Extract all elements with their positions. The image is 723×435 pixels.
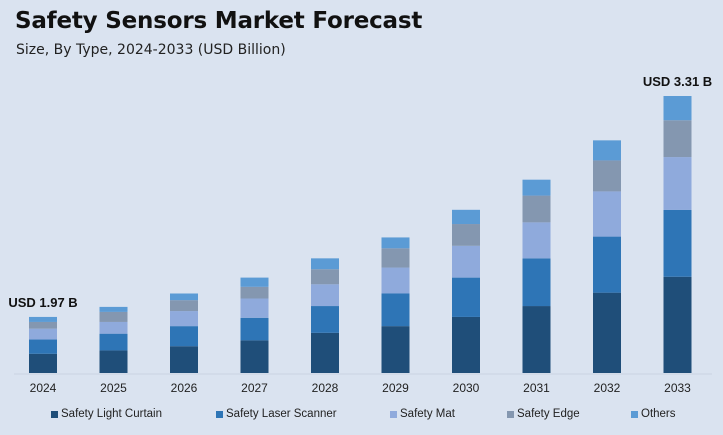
bar-segment-others-2026 bbox=[170, 293, 198, 301]
chart-title: Safety Sensors Market Forecast bbox=[15, 8, 423, 34]
bar-segment-safety-edge-2026 bbox=[170, 300, 198, 312]
bar-stack-2031 bbox=[522, 179, 551, 373]
legend-label: Safety Mat bbox=[400, 408, 455, 420]
bar-segment-safety-mat-2025 bbox=[99, 321, 128, 334]
legend-swatch bbox=[507, 410, 514, 418]
bar-segment-safety-laser-scanner-2031 bbox=[522, 258, 551, 307]
bar-segment-safety-light-curtain-2030 bbox=[452, 316, 480, 373]
bar-segment-safety-laser-scanner-2026 bbox=[170, 326, 198, 347]
total-annotation-2024: USD 1.97 B bbox=[8, 295, 77, 310]
x-tick-label: 2025 bbox=[100, 381, 127, 395]
bar-segment-safety-mat-2024 bbox=[29, 328, 57, 340]
legend-item-safety-laser-scanner: Safety Laser Scanner bbox=[216, 408, 337, 420]
legend-item-safety-mat: Safety Mat bbox=[390, 408, 455, 420]
bar-stack-2025 bbox=[99, 306, 128, 373]
chart-subtitle: Size, By Type, 2024-2033 (USD Billion) bbox=[16, 42, 286, 58]
legend-label: Safety Laser Scanner bbox=[226, 408, 337, 420]
total-annotation-2033: USD 3.31 B bbox=[643, 74, 712, 89]
bar-segment-safety-mat-2032 bbox=[593, 191, 621, 237]
bar-segment-safety-light-curtain-2024 bbox=[29, 353, 57, 373]
bar-stack-2030 bbox=[452, 209, 480, 373]
bar-segment-safety-laser-scanner-2027 bbox=[240, 317, 269, 341]
legend-item-others: Others bbox=[631, 408, 676, 420]
bar-segment-safety-edge-2024 bbox=[29, 321, 57, 329]
x-tick-label: 2026 bbox=[171, 381, 198, 395]
bar-segment-others-2030 bbox=[452, 209, 480, 225]
bar-segment-safety-edge-2032 bbox=[593, 160, 621, 192]
bar-segment-others-2029 bbox=[381, 237, 410, 249]
bar-stack-2032 bbox=[593, 140, 621, 373]
bar-segment-others-2027 bbox=[240, 277, 269, 287]
bar-segment-safety-mat-2026 bbox=[170, 311, 198, 327]
legend-swatch bbox=[216, 410, 223, 418]
bar-segment-safety-mat-2029 bbox=[381, 267, 410, 294]
legend-item-safety-edge: Safety Edge bbox=[507, 408, 580, 420]
bar-segment-safety-light-curtain-2029 bbox=[381, 326, 410, 373]
bar-segment-safety-edge-2028 bbox=[311, 269, 339, 285]
bar-segment-safety-laser-scanner-2033 bbox=[663, 209, 692, 277]
bar-stack-2028 bbox=[311, 258, 339, 373]
bar-segment-safety-light-curtain-2027 bbox=[240, 340, 269, 373]
x-tick-label: 2033 bbox=[664, 381, 691, 395]
bar-segment-safety-mat-2027 bbox=[240, 298, 269, 318]
legend-swatch bbox=[631, 410, 638, 418]
annotations: USD 1.97 B USD 3.31 B bbox=[8, 74, 712, 310]
x-tick-label: 2032 bbox=[594, 381, 621, 395]
bar-segment-safety-laser-scanner-2025 bbox=[99, 333, 128, 351]
bar-segment-others-2028 bbox=[311, 258, 339, 270]
legend-label: Others bbox=[641, 408, 676, 420]
x-tick-label: 2029 bbox=[382, 381, 409, 395]
bar-segment-safety-mat-2031 bbox=[522, 222, 551, 259]
bar-segment-safety-edge-2030 bbox=[452, 224, 480, 246]
bar-segment-safety-light-curtain-2026 bbox=[170, 346, 198, 373]
bar-stack-2027 bbox=[240, 277, 269, 373]
x-tick-labels: 2024 2025 2026 2027 2028 2029 2030 2031 2032 2033 bbox=[30, 381, 692, 395]
legend-label: Safety Edge bbox=[517, 408, 580, 420]
bar-segment-safety-edge-2029 bbox=[381, 248, 410, 268]
bar-stack-2029 bbox=[381, 237, 410, 373]
bar-segment-safety-mat-2028 bbox=[311, 284, 339, 307]
bar-segment-safety-light-curtain-2033 bbox=[663, 276, 692, 373]
bar-segment-safety-laser-scanner-2028 bbox=[311, 306, 339, 333]
legend-item-safety-light-curtain: Safety Light Curtain bbox=[51, 408, 162, 420]
bar-segment-others-2033 bbox=[663, 96, 692, 121]
bars-group bbox=[29, 96, 692, 373]
bar-segment-safety-laser-scanner-2032 bbox=[593, 236, 621, 293]
bar-stack-2026 bbox=[170, 293, 198, 373]
bar-segment-safety-laser-scanner-2024 bbox=[29, 339, 57, 354]
bar-segment-safety-light-curtain-2028 bbox=[311, 332, 339, 373]
legend-swatch bbox=[390, 410, 397, 418]
bar-segment-safety-light-curtain-2025 bbox=[99, 350, 128, 373]
legend-label: Safety Light Curtain bbox=[61, 408, 163, 420]
x-tick-label: 2031 bbox=[523, 381, 550, 395]
bar-stack-2033 bbox=[663, 96, 692, 373]
bar-segment-safety-light-curtain-2032 bbox=[593, 292, 621, 373]
bar-segment-others-2025 bbox=[99, 306, 128, 312]
bar-segment-others-2032 bbox=[593, 140, 621, 161]
bar-segment-safety-laser-scanner-2030 bbox=[452, 277, 480, 317]
bar-segment-safety-edge-2033 bbox=[663, 120, 692, 158]
bar-stack-2024 bbox=[29, 316, 57, 373]
legend-swatch bbox=[51, 410, 58, 418]
bar-segment-others-2024 bbox=[29, 316, 57, 322]
x-tick-label: 2030 bbox=[453, 381, 480, 395]
bar-segment-others-2031 bbox=[522, 179, 551, 196]
bar-segment-safety-light-curtain-2031 bbox=[522, 306, 551, 373]
bar-segment-safety-edge-2027 bbox=[240, 286, 269, 299]
bar-segment-safety-mat-2033 bbox=[663, 157, 692, 210]
legend: Safety Light Curtain Safety Laser Scanner… bbox=[0, 408, 723, 424]
x-tick-label: 2028 bbox=[312, 381, 339, 395]
bar-segment-safety-edge-2025 bbox=[99, 311, 128, 322]
bar-segment-safety-edge-2031 bbox=[522, 195, 551, 223]
bar-segment-safety-mat-2030 bbox=[452, 245, 480, 278]
x-tick-label: 2027 bbox=[241, 381, 268, 395]
bar-segment-safety-laser-scanner-2029 bbox=[381, 293, 410, 327]
x-tick-label: 2024 bbox=[30, 381, 57, 395]
